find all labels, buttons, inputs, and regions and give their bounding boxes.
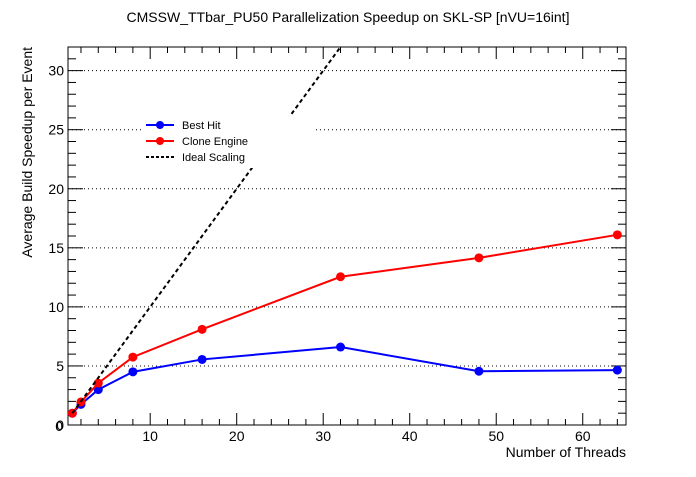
clone-engine-point — [612, 230, 622, 240]
x-tick-label: 10 — [142, 428, 158, 444]
x-tick-label: 50 — [488, 428, 504, 444]
best-hit-line — [71, 346, 618, 414]
legend: Best Hit Clone Engine Ideal Scaling — [142, 116, 314, 168]
clone-engine-point — [128, 352, 138, 362]
x-tick-label: 60 — [575, 428, 591, 444]
best-hit-point — [612, 365, 622, 375]
y-tick-label: 15 — [48, 240, 64, 256]
x-tick-label: 20 — [229, 428, 245, 444]
x-axis-label: Number of Threads — [506, 444, 626, 460]
best-hit-point — [336, 342, 346, 352]
series-layer — [67, 46, 622, 418]
legend-best-hit-label: Best Hit — [182, 120, 221, 132]
x-tick-label: 40 — [402, 428, 418, 444]
legend-ideal-scaling-label: Ideal Scaling — [182, 152, 245, 164]
y-tick-label: 25 — [48, 122, 64, 138]
legend-clone-engine-label: Clone Engine — [182, 136, 248, 148]
ideal-scaling-line — [71, 46, 342, 414]
legend-best-hit-marker — [156, 121, 164, 129]
y-tick-label: 0 — [56, 417, 64, 433]
best-hit-point — [93, 385, 103, 395]
y-tick-label: 5 — [56, 358, 64, 374]
clone-engine-point — [336, 272, 346, 282]
best-hit-point — [197, 354, 207, 364]
clone-engine-line — [71, 233, 618, 414]
best-hit-point — [128, 367, 138, 377]
chart-title: CMSSW_TTbar_PU50 Parallelization Speedup… — [127, 9, 570, 25]
clone-engine-point — [474, 253, 484, 263]
y-tick-label: 30 — [48, 63, 64, 79]
clone-engine-point — [197, 324, 207, 334]
legend-clone-engine-marker — [156, 137, 164, 145]
grid-layer — [68, 70, 626, 367]
best-hit-point — [474, 366, 484, 376]
origin-tick-label: 0 — [55, 418, 63, 434]
y-axis-label: Average Build Speedup per Event — [19, 47, 35, 258]
y-tick-label: 20 — [48, 181, 64, 197]
x-tick-label: 30 — [315, 428, 331, 444]
clone-engine-point — [93, 378, 103, 388]
y-tick-label: 10 — [48, 299, 64, 315]
